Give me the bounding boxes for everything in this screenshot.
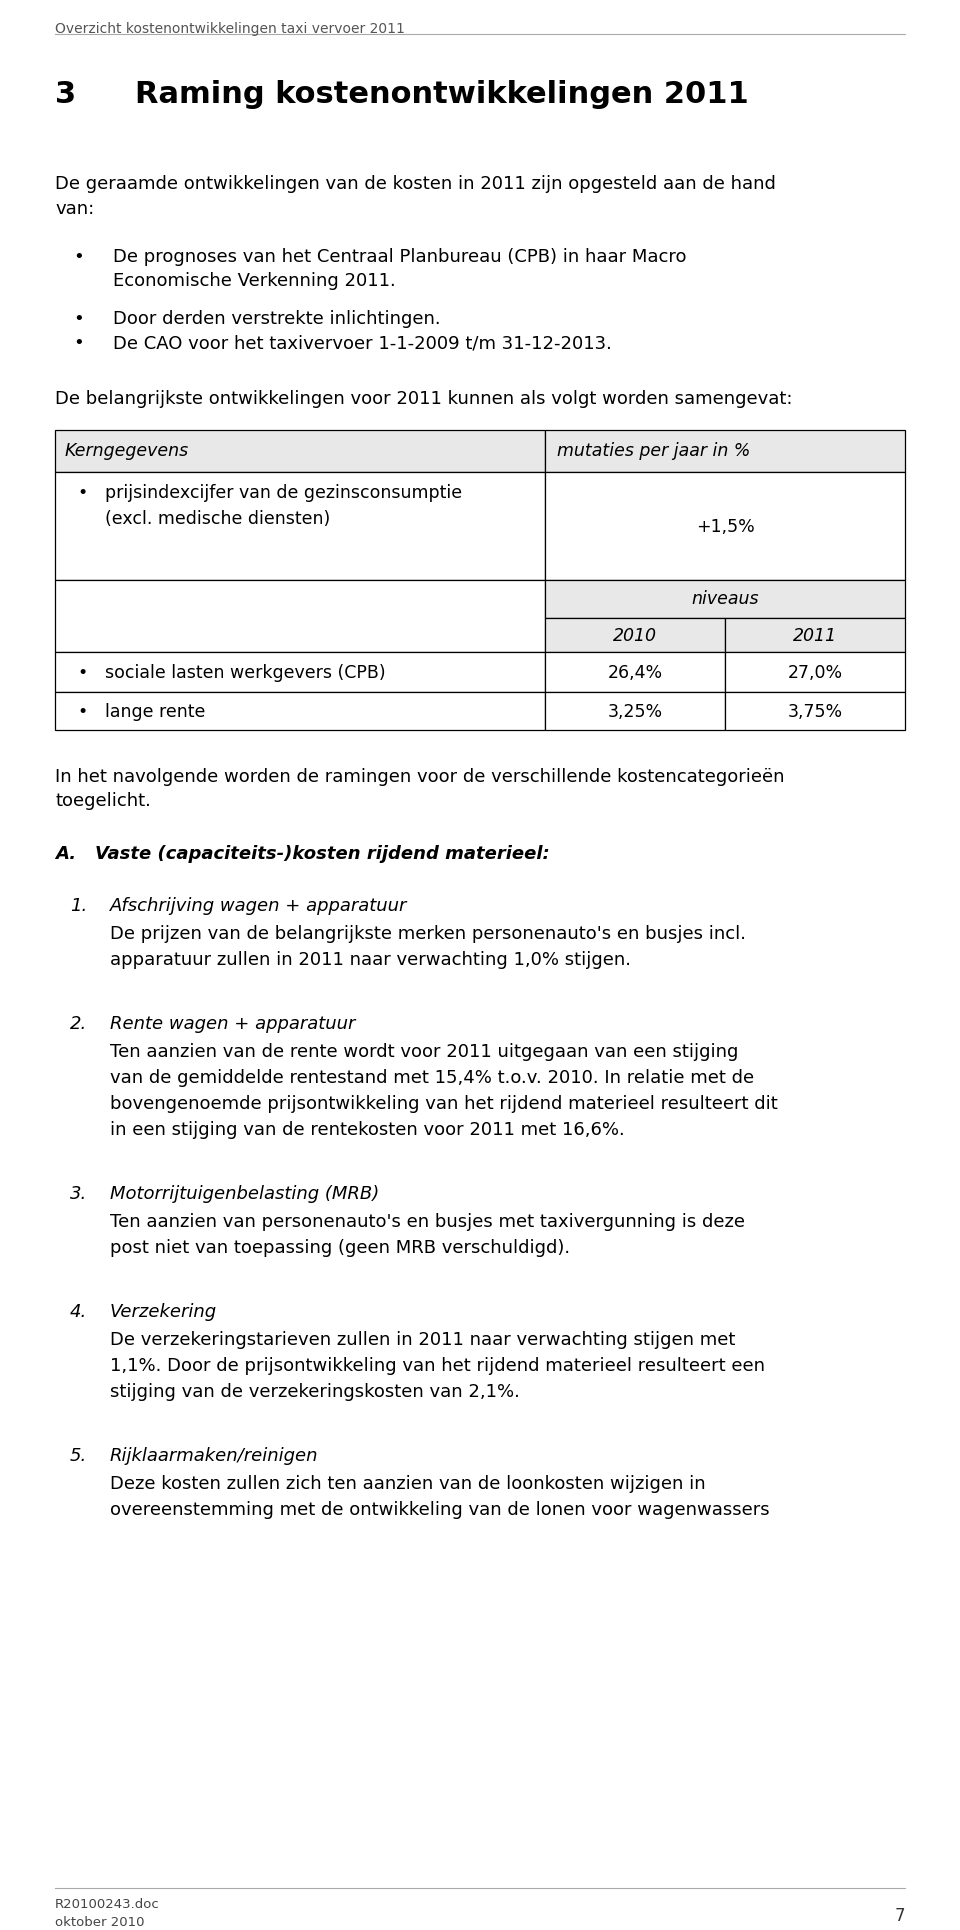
Text: (excl. medische diensten): (excl. medische diensten) — [105, 510, 330, 529]
Text: De belangrijkste ontwikkelingen voor 2011 kunnen als volgt worden samengevat:: De belangrijkste ontwikkelingen voor 201… — [55, 390, 793, 407]
Text: 5.: 5. — [70, 1448, 87, 1465]
Text: Afschrijving wagen + apparatuur: Afschrijving wagen + apparatuur — [110, 897, 407, 915]
Text: apparatuur zullen in 2011 naar verwachting 1,0% stijgen.: apparatuur zullen in 2011 naar verwachti… — [110, 951, 631, 969]
Bar — [545, 581, 905, 618]
Text: 1,1%. Door de prijsontwikkeling van het rijdend materieel resulteert een: 1,1%. Door de prijsontwikkeling van het … — [110, 1357, 765, 1374]
Bar — [55, 652, 545, 693]
Text: •: • — [73, 247, 84, 266]
Bar — [55, 581, 545, 652]
Text: Vaste (capaciteits-)kosten rijdend materieel:: Vaste (capaciteits-)kosten rijdend mater… — [95, 845, 550, 863]
Bar — [545, 693, 725, 730]
Text: toegelicht.: toegelicht. — [55, 791, 151, 811]
Text: 27,0%: 27,0% — [787, 664, 843, 681]
Text: 2010: 2010 — [613, 627, 657, 645]
Text: De prijzen van de belangrijkste merken personenauto's en busjes incl.: De prijzen van de belangrijkste merken p… — [110, 924, 746, 944]
Text: Kerngegevens: Kerngegevens — [65, 442, 189, 459]
Text: In het navolgende worden de ramingen voor de verschillende kostencategorieën: In het navolgende worden de ramingen voo… — [55, 768, 784, 786]
Text: De verzekeringstarieven zullen in 2011 naar verwachting stijgen met: De verzekeringstarieven zullen in 2011 n… — [110, 1332, 735, 1349]
Text: niveaus: niveaus — [691, 591, 758, 608]
Bar — [725, 618, 905, 652]
Text: mutaties per jaar in %: mutaties per jaar in % — [557, 442, 751, 459]
Bar — [725, 693, 905, 730]
Bar — [725, 652, 905, 693]
Text: Overzicht kostenontwikkelingen taxi vervoer 2011: Overzicht kostenontwikkelingen taxi verv… — [55, 21, 405, 37]
Text: •: • — [73, 334, 84, 351]
Text: 2.: 2. — [70, 1015, 87, 1033]
Text: in een stijging van de rentekosten voor 2011 met 16,6%.: in een stijging van de rentekosten voor … — [110, 1121, 625, 1139]
Text: bovengenoemde prijsontwikkeling van het rijdend materieel resulteert dit: bovengenoemde prijsontwikkeling van het … — [110, 1094, 778, 1114]
Text: sociale lasten werkgevers (CPB): sociale lasten werkgevers (CPB) — [105, 664, 386, 681]
Text: 26,4%: 26,4% — [608, 664, 662, 681]
Bar — [545, 618, 725, 652]
Text: Verzekering: Verzekering — [110, 1303, 217, 1320]
Text: 2011: 2011 — [793, 627, 837, 645]
Text: 7: 7 — [895, 1907, 905, 1924]
Text: Ten aanzien van personenauto's en busjes met taxivergunning is deze: Ten aanzien van personenauto's en busjes… — [110, 1212, 745, 1231]
Text: 3,75%: 3,75% — [787, 703, 843, 722]
Bar — [545, 430, 905, 473]
Text: De CAO voor het taxivervoer 1-1-2009 t/m 31-12-2013.: De CAO voor het taxivervoer 1-1-2009 t/m… — [113, 334, 612, 351]
Text: De geraamde ontwikkelingen van de kosten in 2011 zijn opgesteld aan de hand: De geraamde ontwikkelingen van de kosten… — [55, 176, 776, 193]
Text: oktober 2010: oktober 2010 — [55, 1916, 145, 1928]
Bar — [55, 693, 545, 730]
Text: lange rente: lange rente — [105, 703, 205, 722]
Bar — [55, 430, 545, 473]
Text: Raming kostenontwikkelingen 2011: Raming kostenontwikkelingen 2011 — [135, 79, 749, 108]
Text: Motorrijtuigenbelasting (MRB): Motorrijtuigenbelasting (MRB) — [110, 1185, 379, 1202]
Text: •: • — [77, 664, 87, 681]
Text: Rijklaarmaken/reinigen: Rijklaarmaken/reinigen — [110, 1448, 319, 1465]
Text: overeenstemming met de ontwikkeling van de lonen voor wagenwassers: overeenstemming met de ontwikkeling van … — [110, 1502, 770, 1519]
Text: Ten aanzien van de rente wordt voor 2011 uitgegaan van een stijging: Ten aanzien van de rente wordt voor 2011… — [110, 1042, 738, 1062]
Text: Rente wagen + apparatuur: Rente wagen + apparatuur — [110, 1015, 355, 1033]
Text: A.: A. — [55, 845, 76, 863]
Text: •: • — [73, 311, 84, 328]
Text: Economische Verkenning 2011.: Economische Verkenning 2011. — [113, 272, 396, 290]
Text: Door derden verstrekte inlichtingen.: Door derden verstrekte inlichtingen. — [113, 311, 441, 328]
Text: van:: van: — [55, 201, 94, 218]
Text: 3: 3 — [55, 79, 76, 108]
Text: 3,25%: 3,25% — [608, 703, 662, 722]
Text: van de gemiddelde rentestand met 15,4% t.o.v. 2010. In relatie met de: van de gemiddelde rentestand met 15,4% t… — [110, 1069, 755, 1087]
Text: 3.: 3. — [70, 1185, 87, 1202]
Text: De prognoses van het Centraal Planbureau (CPB) in haar Macro: De prognoses van het Centraal Planbureau… — [113, 247, 686, 266]
Text: post niet van toepassing (geen MRB verschuldigd).: post niet van toepassing (geen MRB versc… — [110, 1239, 570, 1256]
Text: stijging van de verzekeringskosten van 2,1%.: stijging van de verzekeringskosten van 2… — [110, 1384, 520, 1401]
Bar — [55, 473, 545, 581]
Text: R20100243.doc: R20100243.doc — [55, 1897, 159, 1911]
Bar — [545, 473, 905, 581]
Text: •: • — [77, 703, 87, 722]
Text: •: • — [77, 484, 87, 502]
Text: 4.: 4. — [70, 1303, 87, 1320]
Text: +1,5%: +1,5% — [696, 517, 755, 537]
Bar — [545, 652, 725, 693]
Text: 1.: 1. — [70, 897, 87, 915]
Text: Deze kosten zullen zich ten aanzien van de loonkosten wijzigen in: Deze kosten zullen zich ten aanzien van … — [110, 1475, 706, 1494]
Text: prijsindexcijfer van de gezinsconsumptie: prijsindexcijfer van de gezinsconsumptie — [105, 484, 462, 502]
